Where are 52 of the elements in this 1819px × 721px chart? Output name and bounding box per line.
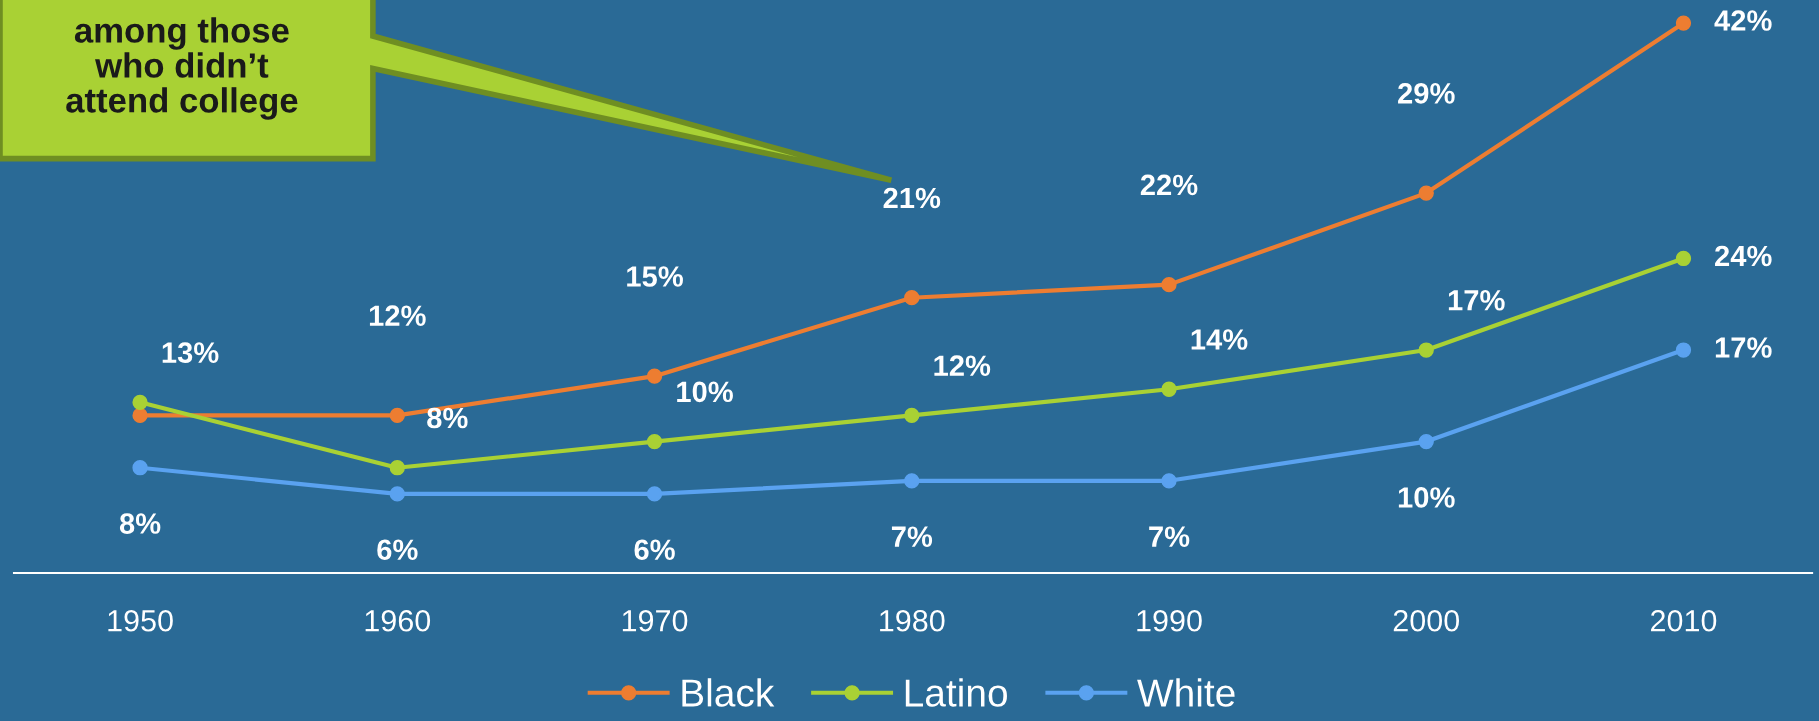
legend-label: Latino (905, 678, 1007, 707)
data-label: 6% (634, 539, 675, 561)
x-tick-label: 1980 (880, 609, 945, 632)
data-label: 17% (1448, 290, 1505, 311)
data-label: 7% (1149, 526, 1190, 547)
point (646, 433, 663, 450)
point (1675, 250, 1692, 267)
point (389, 486, 405, 502)
x-tick-label: 1960 (365, 609, 431, 632)
data-label: 42% (1714, 10, 1772, 31)
x-tick-label: 1970 (622, 609, 688, 632)
data-label: 8% (427, 407, 468, 429)
legend-label: White (1137, 678, 1235, 707)
data-label: 7% (891, 526, 933, 547)
data-label: 22% (1140, 174, 1198, 196)
x-tick-label: 1990 (1137, 609, 1202, 632)
data-label: 15% (627, 266, 683, 287)
point (646, 486, 663, 502)
point (1418, 342, 1434, 358)
point (1418, 433, 1434, 450)
point (1418, 185, 1434, 201)
x-tick-label: 1950 (108, 609, 173, 632)
point (904, 290, 920, 306)
x-tick-label: 2010 (1651, 609, 1717, 632)
data-label: 8% (119, 513, 161, 534)
point (904, 407, 920, 424)
data-label: 13% (162, 342, 219, 363)
point (132, 407, 148, 424)
x-tick-label: 2000 (1393, 609, 1460, 632)
point (389, 407, 405, 424)
data-label: 10% (1398, 487, 1455, 508)
point (1675, 15, 1692, 31)
point (389, 460, 405, 476)
data-label: 29% (1398, 83, 1455, 104)
data-label: 6% (377, 539, 418, 561)
data-label: 10% (677, 381, 733, 403)
point (1161, 276, 1177, 293)
point (1161, 381, 1177, 397)
point (132, 460, 148, 476)
point (904, 473, 920, 489)
point (1161, 473, 1177, 489)
point (132, 394, 148, 410)
data-label: 12% (934, 355, 991, 376)
data-label: 12% (369, 305, 426, 326)
data-label: 17% (1715, 337, 1772, 358)
point (1675, 342, 1692, 358)
data-label: 24% (1715, 245, 1772, 267)
data-label: 21% (883, 187, 941, 209)
data-label: 14% (1191, 329, 1248, 350)
annotation: among those who didn’t attend college (66, 17, 298, 120)
legend-label: Black (682, 678, 775, 707)
point (646, 368, 663, 384)
